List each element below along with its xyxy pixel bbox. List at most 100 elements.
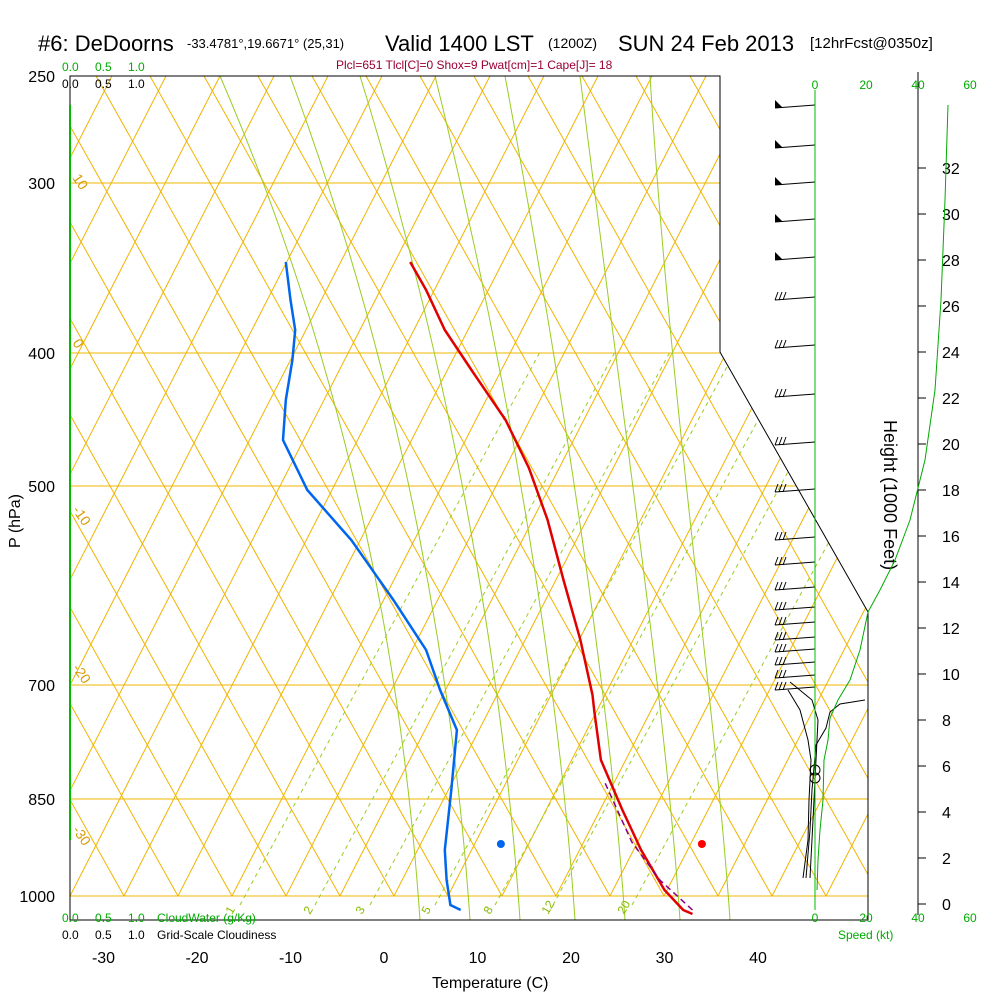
height-tick-label: 32: [942, 161, 960, 178]
dry-adiabat-line: [419, 76, 868, 897]
dry-adiabat-line: [527, 76, 868, 897]
wind-barb: [774, 177, 816, 186]
cloud-scale-top: 0.0 0.5 1.0 0.0 0.5 1.0: [62, 60, 145, 91]
wind-barb: [774, 531, 816, 541]
mixing-ratio-line: [239, 351, 541, 906]
isotherm-line: [285, 76, 707, 897]
cloud-top-black-1: 0.5: [95, 77, 112, 91]
height-tick-label: 0: [942, 897, 951, 914]
cloud-scale-bottom: 0.0 0.5 1.0 CloudWater (g/Kg) 0.0 0.5 1.…: [62, 911, 276, 942]
isotherm-line: [825, 76, 868, 897]
adiabat-label-left: -30: [70, 823, 95, 849]
dry-adiabat-line: [0, 76, 16, 896]
height-tick-label: 30: [942, 207, 960, 224]
wind-barb: [774, 214, 816, 223]
height-tick-label: 20: [942, 437, 960, 454]
pressure-tick-label: 1000: [19, 889, 55, 906]
wind-barb: [774, 252, 816, 261]
isotherm-line: [70, 76, 383, 897]
dry-adiabat-line: [473, 76, 868, 897]
height-tick-label: 18: [942, 483, 960, 500]
speed-scale-top: 0 20 40 60: [812, 78, 977, 910]
moist-adiabat-line: [504, 76, 626, 920]
wind-speed-line-a: [789, 681, 819, 879]
height-axis-label: Height (1000 Feet): [880, 420, 900, 570]
isotherm-line: [717, 76, 868, 897]
dry-adiabat-line: [257, 76, 719, 897]
height-tick-label: 12: [942, 621, 960, 638]
speed-tick-bottom: 20: [859, 911, 873, 925]
mixing-ratio-label: 3: [352, 903, 368, 916]
isotherm-line: [123, 76, 545, 897]
sounding-series: [281, 261, 706, 916]
isotherm-line: [70, 76, 437, 897]
series-dewpoint: [281, 261, 462, 912]
adiabat-label-right: 0: [716, 233, 737, 255]
cloud-top-black-2: 1.0: [128, 77, 145, 91]
mixing-ratio-label: 8: [480, 903, 496, 916]
dry-adiabat-line: [851, 76, 868, 897]
speed-tick-bottom: 60: [963, 911, 977, 925]
moist-adiabat-line: [434, 76, 576, 920]
wind-barb: [774, 631, 816, 641]
cloud-bot-black-1: 0.5: [95, 928, 112, 942]
wind-barb: [774, 616, 816, 626]
speed-tick-bottom: 0: [812, 911, 819, 925]
isotherm-line: [70, 76, 491, 897]
dry-adiabat-line: [960, 76, 1000, 896]
forecast-label: [12hrFcst@0350z]: [810, 35, 933, 52]
dry-adiabat-line: [365, 76, 827, 897]
wind-barb: [774, 643, 816, 653]
wind-barb: [774, 556, 816, 566]
speed-tick-top: 60: [963, 78, 977, 92]
mixing-ratio-label: 20: [614, 898, 633, 917]
cloud-bot-green-0: 0.0: [62, 911, 79, 925]
dry-adiabat-line: [70, 76, 449, 897]
temperature-tick-label: 20: [562, 950, 580, 967]
height-tick-label: 16: [942, 529, 960, 546]
pressure-tick-label: 300: [28, 176, 55, 193]
dry-adiabat-line: [70, 76, 287, 897]
forecast-date: SUN 24 Feb 2013: [618, 31, 794, 56]
station-coords: -33.4781°,19.6671° (25,31): [187, 36, 344, 51]
height-tick-label: 26: [942, 299, 960, 316]
speed-tick-top: 20: [859, 78, 873, 92]
temperature-tick-label: 0: [380, 950, 389, 967]
dry-adiabat-line: [70, 76, 503, 897]
height-tick-label: 10: [942, 667, 960, 684]
valid-time: Valid 1400 LST: [385, 31, 534, 56]
wind-barb: [774, 436, 816, 446]
mixing-ratio-line: [369, 351, 671, 906]
zulu-time: (1200Z): [548, 35, 597, 51]
pressure-tick-label: 700: [28, 678, 55, 695]
sounding-params: Plcl=651 Tlcl[C]=0 Shox=9 Pwat[cm]=1 Cap…: [336, 58, 613, 72]
mixing-ratio-label: 2: [300, 903, 316, 916]
isotherm-line: [663, 76, 868, 897]
isotherm-line: [0, 76, 4, 896]
plot-frame: [69, 75, 869, 921]
mixing-ratio-label: 5: [418, 903, 434, 916]
adiabat-label-left: -10: [70, 503, 95, 529]
surface-marker-temperature: [697, 840, 706, 848]
height-green-profile: [816, 611, 869, 891]
pressure-tick-label: 400: [28, 346, 55, 363]
station-title: #6: DeDoorns: [38, 31, 174, 56]
adiabat-label-right: 10: [738, 365, 766, 393]
mixing-ratio-line: [494, 351, 796, 906]
speed-tick-top: 0: [812, 78, 819, 92]
wind-speed-line-c: [787, 689, 812, 879]
mixing-ratio-line: [314, 351, 616, 906]
isotherm-line: [177, 76, 599, 897]
temperature-axis: -30 -20 -10 0 10 20 30 40: [92, 950, 767, 967]
cloud-top-black-0: 0.0: [62, 77, 79, 91]
dry-adiabat-line: [70, 76, 341, 897]
isotherm-line: [555, 76, 868, 897]
adiabat-label-left: 10: [70, 171, 92, 193]
speed-scale-bottom: 0 20 40 60: [812, 911, 977, 925]
mixing-ratio-line: [552, 351, 854, 906]
height-green-upper: [867, 104, 949, 613]
mixing-ratio-line: [434, 351, 736, 906]
dry-adiabat-line: [70, 76, 179, 897]
